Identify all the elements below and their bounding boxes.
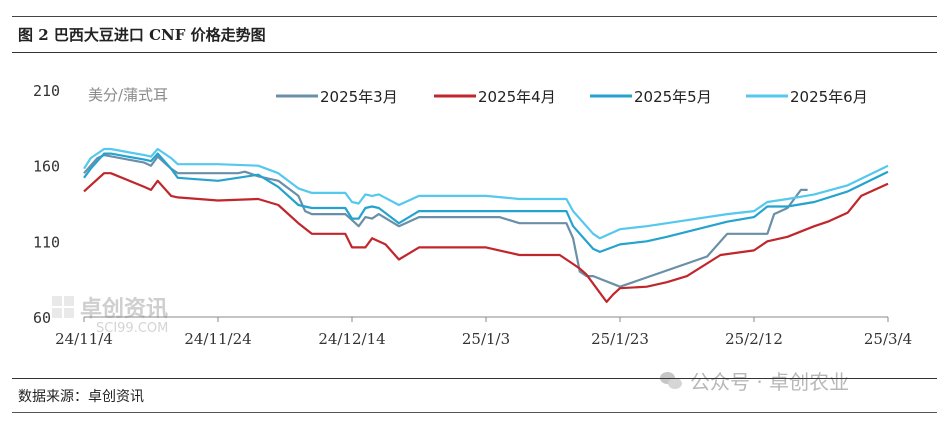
chart-ticks: 60 110 160 210 24/11/4 24/11/24 24/12/14 25/1/3… (33, 82, 912, 348)
series-line-3 (83, 152, 889, 253)
x-tick-label: 24/11/4 (55, 330, 113, 348)
x-tick-label: 25/1/23 (591, 330, 649, 348)
x-tick-label: 24/11/24 (184, 330, 251, 348)
y-tick-label: 110 (33, 233, 60, 251)
wechat-watermark-text: 公众号 · 卓创农业 (690, 370, 850, 394)
y-tick-label: 160 (33, 158, 60, 176)
series-line-2 (83, 172, 889, 303)
chart-watermark: 卓创资讯 SCI99.COM (52, 296, 168, 336)
legend-label: 2025年3月 (320, 88, 398, 106)
chart-watermark-logo-icon (52, 296, 74, 318)
x-tick-label: 25/2/12 (725, 330, 783, 348)
chart-watermark-text: 卓创资讯 (80, 297, 168, 322)
x-tick-label: 25/1/3 (462, 330, 510, 348)
y-tick-label: 60 (33, 309, 51, 327)
title-rule (12, 52, 937, 53)
series-line-1 (83, 154, 808, 288)
end-rule (12, 412, 937, 413)
top-rule (12, 16, 937, 17)
legend-label: 2025年6月 (790, 88, 868, 106)
chart-legend: 2025年3月 2025年4月 2025年5月 2025年6月 (276, 88, 868, 106)
legend-label: 2025年4月 (478, 88, 556, 106)
x-tick-label: 25/3/4 (864, 330, 912, 348)
legend-item-3: 2025年5月 (590, 88, 712, 106)
line-chart: 卓创资讯 SCI99.COM 60 110 160 210 24/11/4 24/11/2… (33, 82, 912, 348)
wechat-icon (660, 371, 682, 390)
wechat-watermark: 公众号 · 卓创农业 (660, 366, 849, 395)
chart-watermark-subtext: SCI99.COM (96, 321, 168, 336)
chart-figure-title: 图 2 巴西大豆进口 CNF 价格走势图 (18, 26, 266, 44)
data-source: 数据来源：卓创资讯 (18, 389, 144, 405)
x-tick-label: 24/12/14 (318, 330, 385, 348)
legend-item-4: 2025年6月 (746, 88, 868, 106)
series-line-4 (83, 147, 889, 240)
legend-label: 2025年5月 (634, 88, 712, 106)
y-axis-unit-label: 美分/蒲式耳 (88, 86, 168, 104)
chart-series (83, 147, 889, 303)
legend-item-2: 2025年4月 (434, 88, 556, 106)
legend-item-1: 2025年3月 (276, 88, 398, 106)
y-tick-label: 210 (33, 82, 60, 100)
bottom-rule (12, 378, 937, 379)
